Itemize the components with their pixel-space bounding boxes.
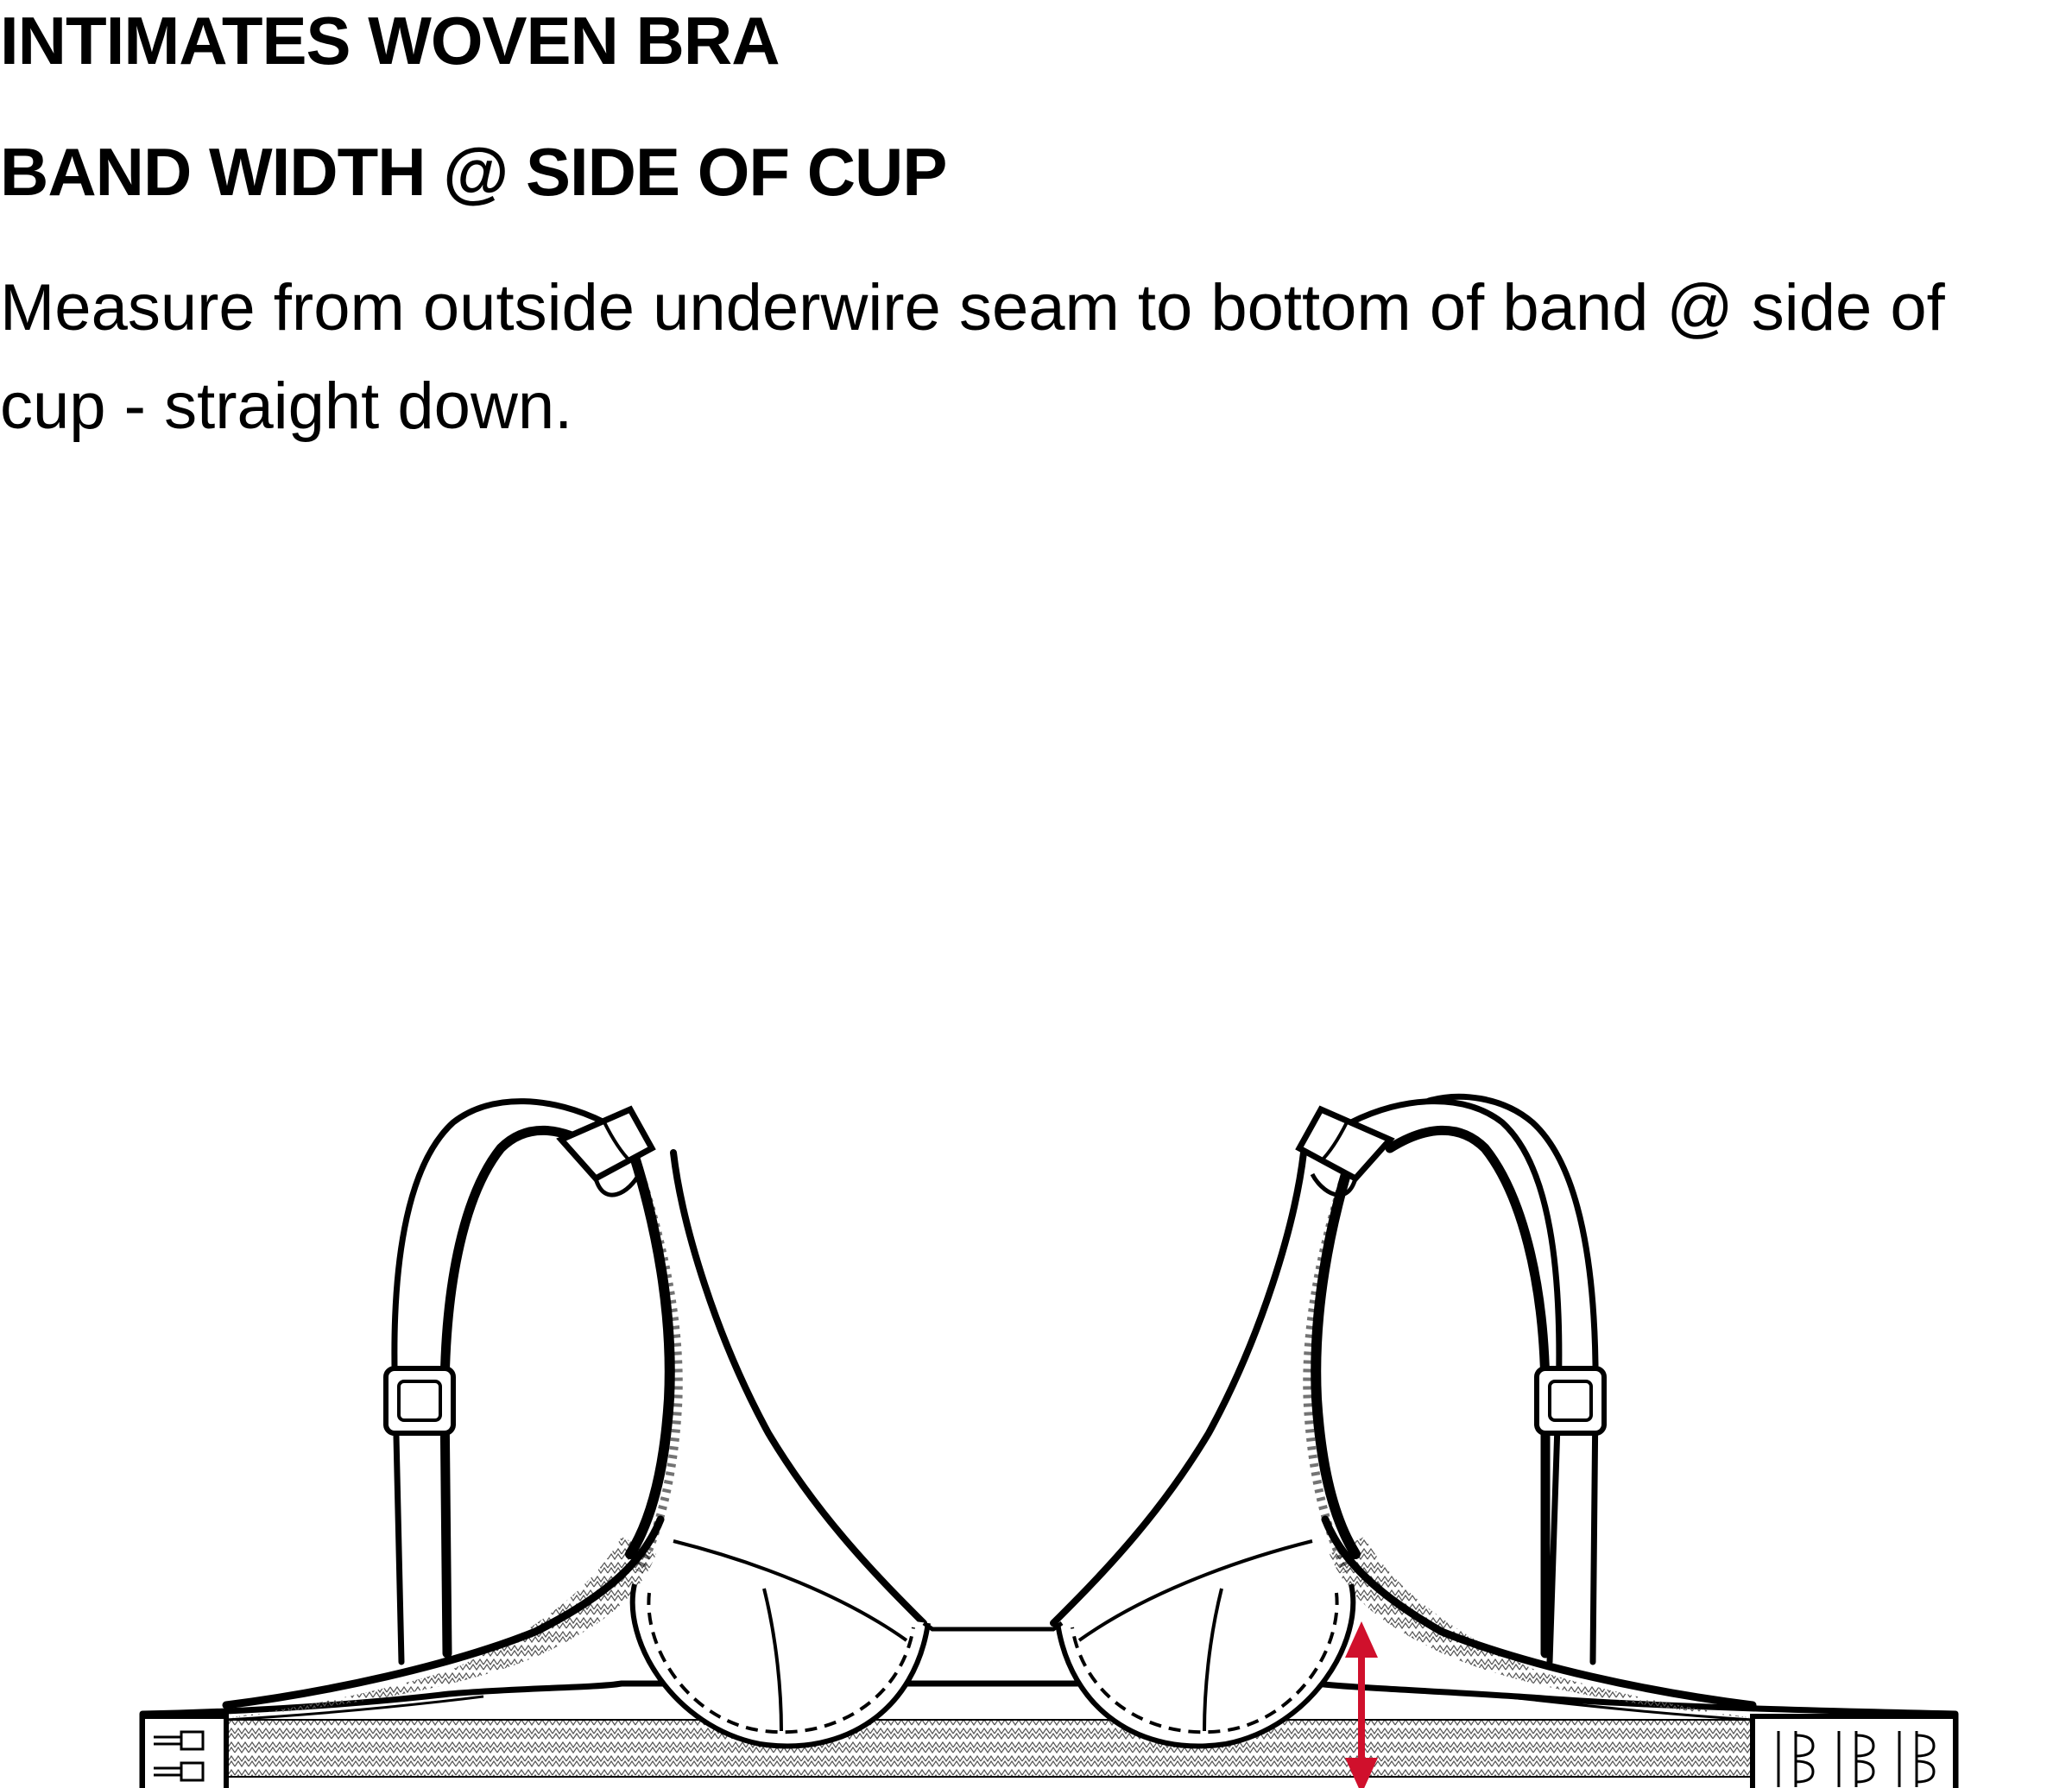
- right-strap: [1295, 1093, 1607, 1665]
- center-gore: [922, 1621, 1064, 1632]
- left-strap: [383, 1098, 656, 1665]
- right-strap-slider: [1534, 1366, 1607, 1436]
- left-cup: [222, 1149, 931, 1749]
- band-elastic: [225, 1719, 1753, 1778]
- eye-closure: [140, 1714, 229, 1788]
- measurement-instruction: Measure from outside underwire seam to b…: [0, 271, 1945, 443]
- right-cup: [1050, 1149, 1757, 1749]
- measurement-title: BAND WIDTH @ SIDE OF CUP: [0, 134, 947, 210]
- band: [139, 1680, 1959, 1788]
- product-title: INTIMATES WOVEN BRA: [0, 3, 780, 79]
- measurement-arrow: [1345, 1621, 1378, 1788]
- left-strap-slider: [383, 1366, 456, 1436]
- hook-closure: [1750, 1714, 1958, 1788]
